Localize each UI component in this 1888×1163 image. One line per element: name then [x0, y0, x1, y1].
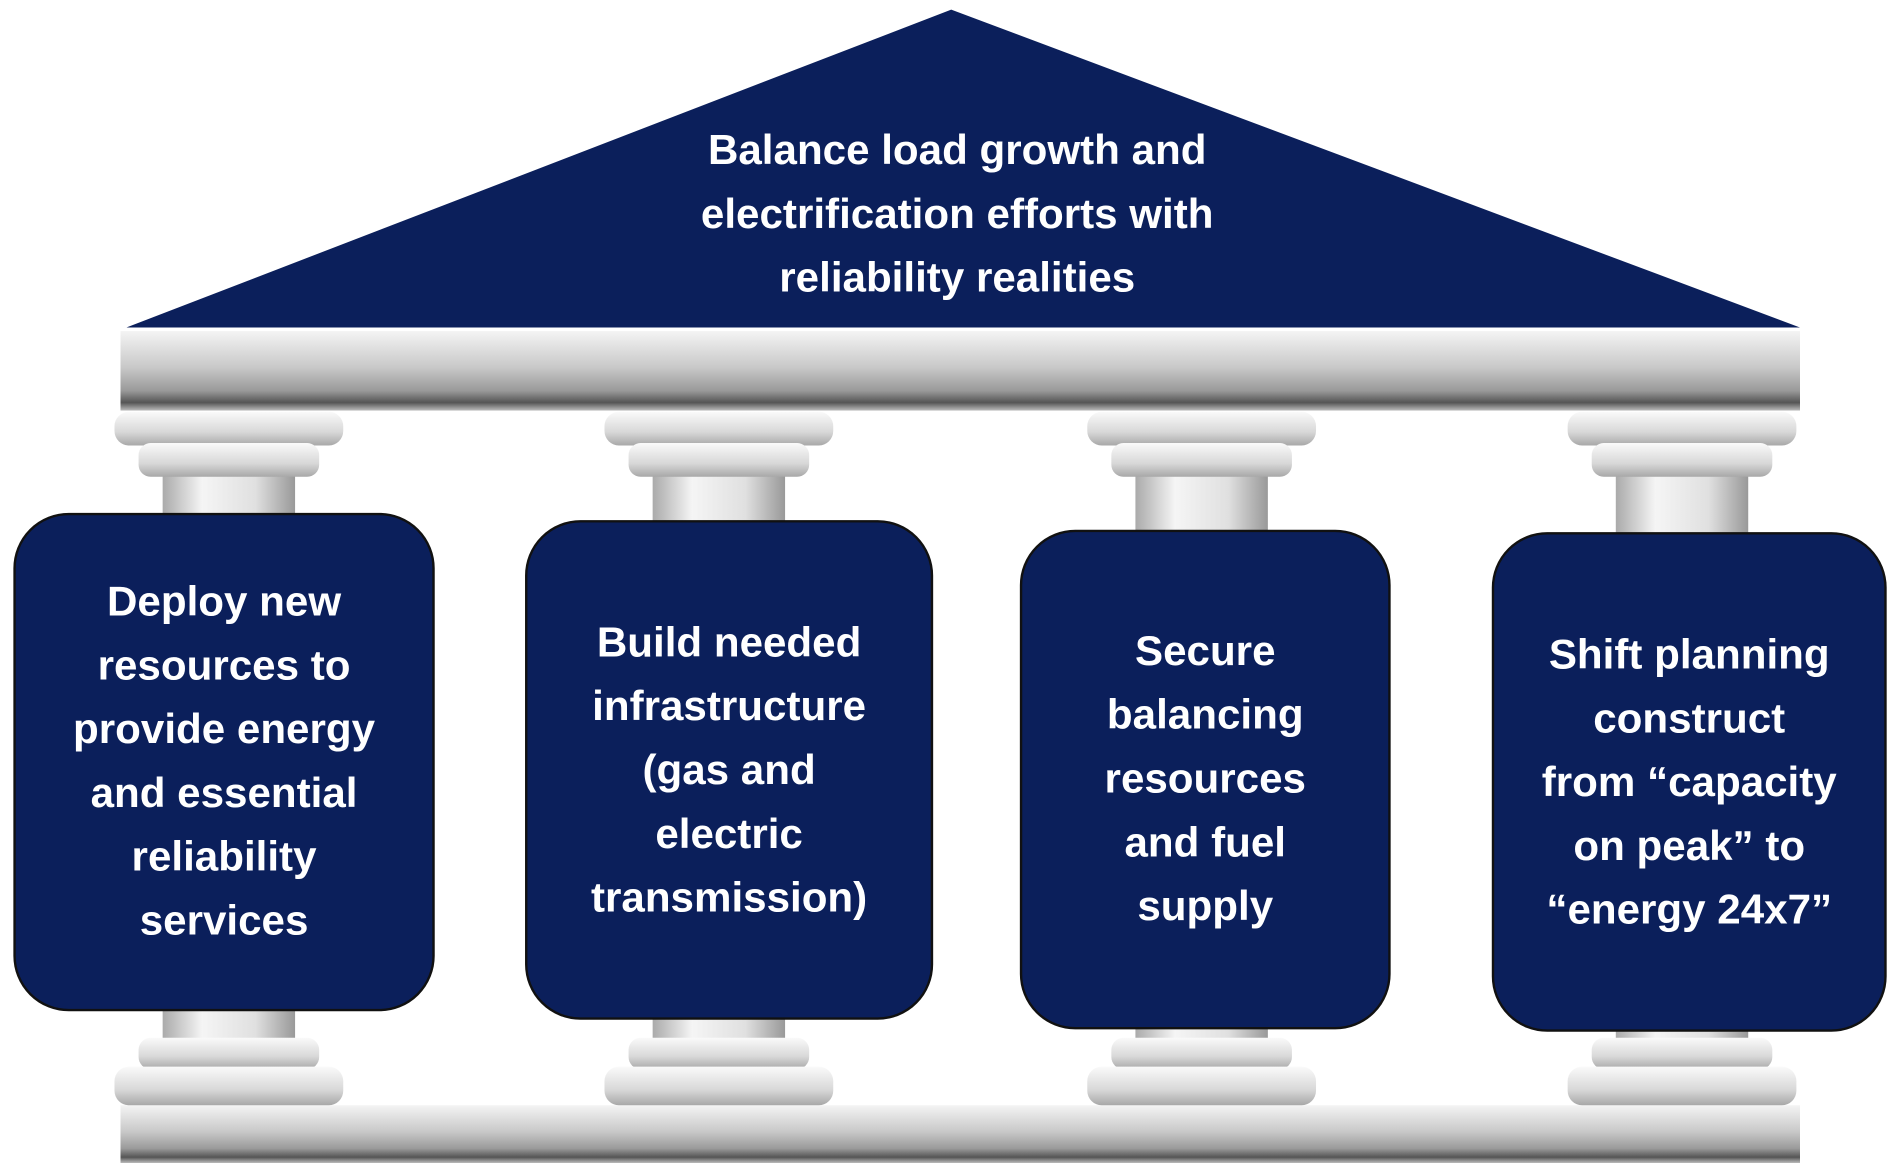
pillar-text: (gas and — [642, 746, 815, 793]
pillar-text: services — [140, 897, 309, 944]
pillar-text: construct — [1593, 694, 1785, 741]
pillar-text: on peak” to — [1573, 822, 1805, 869]
column-capital — [1591, 443, 1773, 477]
pillar-text: provide energy — [73, 705, 376, 752]
pillar-box — [13, 512, 435, 1012]
column-base — [1087, 1066, 1317, 1106]
pillar-text: supply — [1137, 882, 1273, 929]
pillar-box — [1491, 532, 1887, 1032]
column-capital — [1567, 411, 1797, 446]
pillar-text: and fuel — [1125, 818, 1286, 865]
column-base — [628, 1037, 810, 1070]
pillar-text: from “capacity — [1542, 758, 1838, 805]
pillar-box — [525, 520, 934, 1020]
pillar-text: transmission) — [591, 874, 867, 921]
pillar-text: Deploy new — [107, 577, 341, 624]
pillar-text: resources — [1105, 754, 1306, 801]
column-shaft — [1615, 475, 1749, 536]
pillar-box — [1019, 529, 1391, 1030]
pillar-text: Shift planning — [1549, 630, 1830, 677]
column-base — [604, 1066, 834, 1106]
column-base — [138, 1037, 320, 1070]
pillar-text: and essential — [91, 769, 358, 816]
roof-text: Balance load growth and — [708, 126, 1207, 173]
roof-text: electrification efforts with — [701, 190, 1214, 237]
base-step — [120, 1105, 1800, 1163]
pillar-text: resources to — [98, 641, 351, 688]
pillar-text: reliability — [132, 833, 318, 880]
pillar-text: balancing — [1107, 691, 1304, 738]
column-capital — [628, 443, 810, 477]
column-base — [1591, 1037, 1773, 1070]
columns — [114, 411, 1797, 1106]
column-capital — [1087, 411, 1317, 446]
column-shaft — [1135, 475, 1268, 536]
column-capital — [114, 411, 344, 446]
roof-text: reliability realities — [779, 254, 1135, 301]
pillar-text: Secure — [1135, 627, 1276, 674]
entablature — [120, 331, 1800, 411]
column-base — [114, 1066, 344, 1106]
pillar-text: “energy 24x7” — [1546, 886, 1832, 933]
pillar-text: electric — [655, 810, 803, 857]
pillar-text: infrastructure — [592, 682, 866, 729]
column-capital — [138, 443, 320, 477]
column-base — [1567, 1066, 1797, 1106]
column-capital — [1111, 443, 1292, 477]
column-capital — [604, 411, 834, 446]
pillar-boxes: Deploy new resources to provide energy and … — [13, 512, 1887, 1032]
column-base — [1111, 1037, 1292, 1070]
roof — [126, 9, 1800, 328]
pillar-text: Build needed — [597, 618, 861, 665]
